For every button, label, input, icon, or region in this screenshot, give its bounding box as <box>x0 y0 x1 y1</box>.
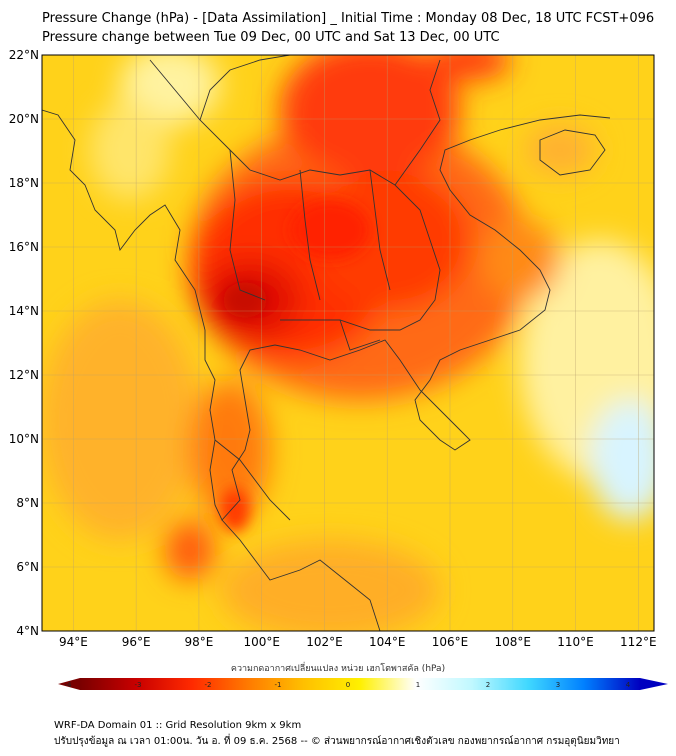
lat-tick-label: 12°N <box>9 368 39 382</box>
colorbar-tick-label: -3 <box>135 681 142 689</box>
colorbar-tick-label: 3 <box>556 681 560 689</box>
map-frame <box>41 54 655 632</box>
lon-tick-label: 98°E <box>184 635 213 649</box>
colorbar-ramp <box>80 678 640 690</box>
lat-tick-label: 10°N <box>9 432 39 446</box>
colorbar-tick-label: 0 <box>346 681 350 689</box>
lon-tick-label: 102°E <box>306 635 343 649</box>
lat-tick-label: 20°N <box>9 112 39 126</box>
colorbar-tick-label: -2 <box>205 681 212 689</box>
footer-credit: ปรับปรุงข้อมูล ณ เวลา 01:00น. วัน อ. ที่… <box>54 736 620 747</box>
colorbar: -4 -3 -2 -1 0 1 2 3 4 <box>58 678 668 690</box>
footer-model-info: WRF-DA Domain 01 :: Grid Resolution 9km … <box>54 720 302 731</box>
lat-tick-label: 14°N <box>9 304 39 318</box>
lon-tick-label: 100°E <box>243 635 280 649</box>
map-field <box>42 55 654 631</box>
chart-title: Pressure Change (hPa) - [Data Assimilati… <box>42 11 655 26</box>
lon-tick-label: 108°E <box>495 635 532 649</box>
colorbar-tick-label: 4 <box>626 681 631 689</box>
lon-tick-label: 104°E <box>369 635 406 649</box>
lat-tick-label: 8°N <box>16 496 39 510</box>
colorbar-ticks: -4 -3 -2 -1 0 1 2 3 4 <box>65 681 631 689</box>
colorbar-tick-label: 2 <box>486 681 490 689</box>
graticule <box>42 55 654 631</box>
colorbar-min-arrow <box>58 678 80 690</box>
lat-tick-label: 18°N <box>9 176 39 190</box>
lon-tick-label: 96°E <box>122 635 151 649</box>
colorbar-tick-label: -4 <box>65 681 73 689</box>
chart-subtitle: Pressure change between Tue 09 Dec, 00 U… <box>42 30 500 45</box>
lon-tick-label: 112°E <box>620 635 657 649</box>
lon-tick-label: 110°E <box>557 635 594 649</box>
colorbar-label: ความกดอากาศเปลี่ยนแปลง หน่วย เฮกโตพาสคัล… <box>230 664 446 674</box>
colorbar-tick-label: -1 <box>275 681 282 689</box>
lon-tick-label: 106°E <box>432 635 469 649</box>
latitude-labels: 22°N 20°N 18°N 16°N 14°N 12°N 10°N 8°N 6°N 4°N <box>9 48 39 638</box>
colorbar-tick-label: 1 <box>416 681 420 689</box>
colorbar-max-arrow <box>640 678 668 690</box>
longitude-labels: 94°E 96°E 98°E 100°E 102°E 104°E 106°E 108°E 110… <box>59 635 657 649</box>
coastlines-borders <box>42 55 611 631</box>
pressure-change-map: 22°N 20°N 18°N 16°N 14°N 12°N 10°N 8°N 6°N 4°N 94… <box>9 48 657 649</box>
lat-tick-label: 6°N <box>16 560 39 574</box>
lat-tick-label: 4°N <box>16 624 39 638</box>
lat-tick-label: 16°N <box>9 240 39 254</box>
lon-tick-label: 94°E <box>59 635 88 649</box>
lat-tick-label: 22°N <box>9 48 39 62</box>
